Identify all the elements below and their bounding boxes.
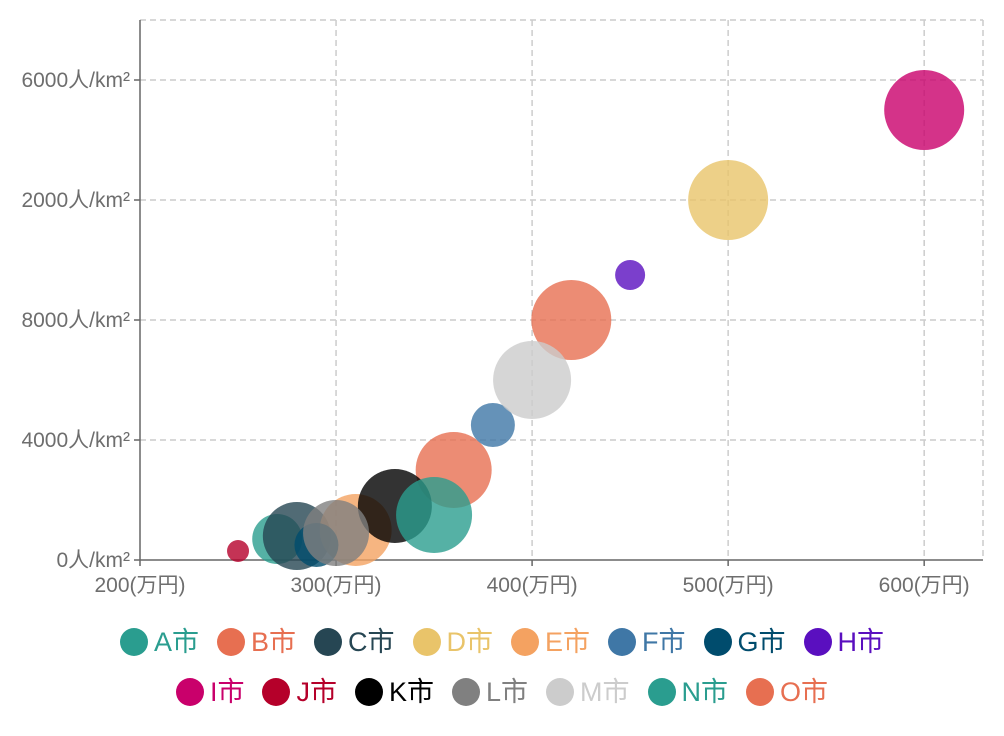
tick-labels: 200(万円) 300(万円) 400(万円) 500(万円) 600(万円) 0人/km… [21, 69, 969, 597]
legend-marker [647, 678, 676, 706]
legend-row-2: I市 J市 K市 L市 M市 N市 O市 [0, 672, 1004, 712]
legend-item[interactable]: D市 [412, 622, 494, 662]
y-tick-label: 6000人/km² [21, 69, 130, 92]
legend-label: I市 [209, 677, 245, 707]
legend-marker [451, 678, 480, 706]
legend-marker [703, 628, 732, 656]
y-tick-label: 8000人/km² [21, 309, 130, 332]
legend-label: K市 [388, 677, 434, 707]
legend-label: H市 [837, 627, 885, 657]
legend-label: O市 [780, 677, 829, 707]
legend-item[interactable]: K市 [354, 672, 434, 712]
bubbles [227, 70, 965, 570]
legend-marker [746, 678, 775, 706]
legend-marker [119, 628, 148, 656]
legend-marker [608, 628, 637, 656]
legend-marker [546, 678, 575, 706]
legend-item[interactable]: J市 [262, 672, 337, 712]
legend-item[interactable]: A市 [119, 622, 199, 662]
legend-marker [803, 628, 832, 656]
legend-label: C市 [348, 627, 395, 657]
legend-item[interactable]: C市 [314, 622, 395, 662]
legend-marker [262, 678, 291, 706]
legend-item[interactable]: F市 [608, 622, 686, 662]
legend-label: G市 [737, 627, 786, 657]
bubble-point [688, 160, 769, 240]
legend-label: J市 [296, 677, 337, 707]
x-tick-label: 300(万円) [291, 574, 382, 597]
y-tick-label: 4000人/km² [21, 429, 130, 452]
bubble-chart: 200(万円) 300(万円) 400(万円) 500(万円) 600(万円) 0人/km… [21, 19, 984, 597]
legend-item[interactable]: L市 [451, 672, 529, 712]
bubble-point [470, 403, 515, 447]
bubble-point [303, 500, 370, 566]
x-tick-label: 400(万円) [487, 574, 578, 597]
legend-label: F市 [642, 627, 686, 657]
legend-label: M市 [580, 677, 630, 707]
legend-label: E市 [545, 627, 591, 657]
legend-item[interactable]: I市 [175, 672, 245, 712]
legend-row-1: A市 B市 C市 D市 E市 F市 G市 H市 [0, 622, 1004, 662]
legend-marker [314, 628, 342, 656]
x-tick-label: 200(万円) [94, 574, 185, 597]
legend-item[interactable]: B市 [216, 622, 296, 662]
legend-label: N市 [681, 677, 729, 707]
legend-item[interactable]: G市 [703, 622, 786, 662]
bubble-point [884, 70, 965, 150]
bubble-point [531, 280, 612, 360]
bubble-point [493, 341, 572, 419]
legend-marker [511, 628, 539, 656]
legend-marker [412, 628, 441, 656]
legend-marker [354, 678, 383, 706]
legend-item[interactable]: M市 [546, 672, 630, 712]
legend-label: A市 [153, 627, 199, 657]
legend-label: B市 [250, 627, 296, 657]
bubble-point [396, 477, 473, 553]
x-tick-label: 500(万円) [683, 574, 774, 597]
legend-item[interactable]: O市 [746, 672, 828, 712]
y-tick-label: 2000人/km² [21, 189, 130, 212]
legend-item[interactable]: N市 [647, 672, 729, 712]
legend-marker [175, 678, 204, 706]
x-tick-label: 600(万円) [879, 574, 970, 597]
legend-item[interactable]: E市 [511, 622, 590, 662]
bubble-point [227, 540, 250, 562]
legend-item[interactable]: H市 [803, 622, 885, 662]
legend-marker [216, 628, 245, 656]
bubble-point [615, 260, 646, 290]
legend-label: L市 [485, 677, 529, 707]
legend-label: D市 [446, 627, 494, 657]
y-tick-label: 0人/km² [57, 549, 131, 572]
